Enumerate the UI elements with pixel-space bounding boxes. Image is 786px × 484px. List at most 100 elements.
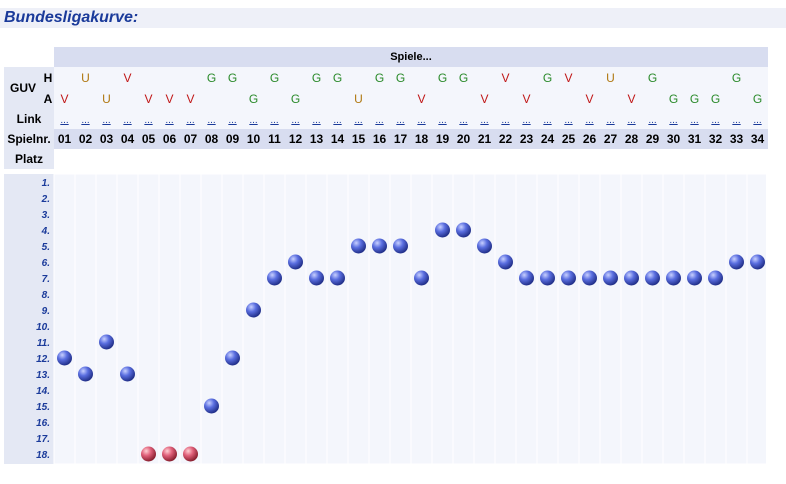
link-cell-11: ... <box>264 109 285 129</box>
chart-column-27 <box>599 174 622 465</box>
home-result-03 <box>96 67 117 88</box>
link-cell-19: ... <box>432 109 453 129</box>
platz-tick-9: 9. <box>42 306 50 317</box>
home-result-08: G <box>201 67 222 88</box>
game-link-23[interactable]: ... <box>522 115 531 126</box>
game-link-07[interactable]: ... <box>186 115 195 126</box>
spielnr-06: 06 <box>159 129 180 149</box>
game-link-09[interactable]: ... <box>228 115 237 126</box>
game-link-16[interactable]: ... <box>375 115 384 126</box>
game-link-34[interactable]: ... <box>753 115 762 126</box>
link-cell-24: ... <box>537 109 558 129</box>
link-cell-28: ... <box>621 109 642 129</box>
game-link-30[interactable]: ... <box>669 115 678 126</box>
chart-column-29 <box>641 174 664 465</box>
game-link-33[interactable]: ... <box>732 115 741 126</box>
spielnr-label: Spielnr. <box>4 129 54 149</box>
platz-spacer-26 <box>579 149 600 169</box>
game-link-24[interactable]: ... <box>543 115 552 126</box>
platz-tick-8: 8. <box>42 290 50 301</box>
game-link-26[interactable]: ... <box>585 115 594 126</box>
spielnr-12: 12 <box>285 129 306 149</box>
game-link-15[interactable]: ... <box>354 115 363 126</box>
home-result-19: G <box>432 67 453 88</box>
away-result-08 <box>201 88 222 109</box>
platz-spacer-27 <box>600 149 621 169</box>
spielnr-14: 14 <box>327 129 348 149</box>
platz-spacer-31 <box>684 149 705 169</box>
chart-column-08 <box>200 174 223 465</box>
spielnr-09: 09 <box>222 129 243 149</box>
chart-column-03 <box>95 174 118 465</box>
game-link-12[interactable]: ... <box>291 115 300 126</box>
away-result-06: V <box>159 88 180 109</box>
home-result-32 <box>705 67 726 88</box>
game-link-20[interactable]: ... <box>459 115 468 126</box>
game-link-27[interactable]: ... <box>606 115 615 126</box>
home-result-23 <box>516 67 537 88</box>
spielnr-11: 11 <box>264 129 285 149</box>
game-link-18[interactable]: ... <box>417 115 426 126</box>
game-link-11[interactable]: ... <box>270 115 279 126</box>
home-result-01 <box>54 67 75 88</box>
platz-spacer-24 <box>537 149 558 169</box>
game-link-17[interactable]: ... <box>396 115 405 126</box>
link-cell-27: ... <box>600 109 621 129</box>
spielnr-26: 26 <box>579 129 600 149</box>
away-result-14 <box>327 88 348 109</box>
link-cell-09: ... <box>222 109 243 129</box>
home-result-05 <box>138 67 159 88</box>
game-link-05[interactable]: ... <box>144 115 153 126</box>
game-link-04[interactable]: ... <box>123 115 132 126</box>
spielnr-04: 04 <box>117 129 138 149</box>
game-link-02[interactable]: ... <box>81 115 90 126</box>
game-link-13[interactable]: ... <box>312 115 321 126</box>
platz-tick-3: 3. <box>42 210 50 221</box>
game-link-08[interactable]: ... <box>207 115 216 126</box>
game-link-06[interactable]: ... <box>165 115 174 126</box>
chart-column-30 <box>662 174 685 465</box>
game-link-25[interactable]: ... <box>564 115 573 126</box>
chart-column-31 <box>683 174 706 465</box>
platz-spacer-19 <box>432 149 453 169</box>
away-result-21: V <box>474 88 495 109</box>
chart-column-09 <box>221 174 244 465</box>
spielnr-27: 27 <box>600 129 621 149</box>
platz-label: Platz <box>4 149 54 169</box>
game-link-29[interactable]: ... <box>648 115 657 126</box>
data-point-30 <box>666 270 681 286</box>
home-result-30 <box>663 67 684 88</box>
game-link-32[interactable]: ... <box>711 115 720 126</box>
game-link-21[interactable]: ... <box>480 115 489 126</box>
home-label: H <box>42 67 54 88</box>
data-point-15 <box>351 238 366 254</box>
data-point-29 <box>645 270 660 286</box>
game-link-14[interactable]: ... <box>333 115 342 126</box>
platz-spacer-12 <box>285 149 306 169</box>
game-link-28[interactable]: ... <box>627 115 636 126</box>
guv-table: Spiele... GUV H U V G G G G G G G G G V G V U G G A V U V V V G G U V… <box>4 47 768 169</box>
game-link-03[interactable]: ... <box>102 115 111 126</box>
chart-column-15 <box>347 174 370 465</box>
chart-column-25 <box>557 174 580 465</box>
home-result-06 <box>159 67 180 88</box>
platz-spacer-29 <box>642 149 663 169</box>
spielnr-08: 08 <box>201 129 222 149</box>
data-point-23 <box>519 270 534 286</box>
link-cell-02: ... <box>75 109 96 129</box>
chart-column-14 <box>326 174 349 465</box>
platz-spacer-02 <box>75 149 96 169</box>
platz-spacer-03 <box>96 149 117 169</box>
away-result-26: V <box>579 88 600 109</box>
game-link-19[interactable]: ... <box>438 115 447 126</box>
away-result-22 <box>495 88 516 109</box>
game-link-10[interactable]: ... <box>249 115 258 126</box>
platz-tick-4: 4. <box>41 226 50 237</box>
game-link-31[interactable]: ... <box>690 115 699 126</box>
link-cell-33: ... <box>726 109 747 129</box>
spielnr-22: 22 <box>495 129 516 149</box>
platz-spacer-21 <box>474 149 495 169</box>
chart-column-24 <box>536 174 559 465</box>
game-link-22[interactable]: ... <box>501 115 510 126</box>
game-link-01[interactable]: ... <box>60 115 69 126</box>
